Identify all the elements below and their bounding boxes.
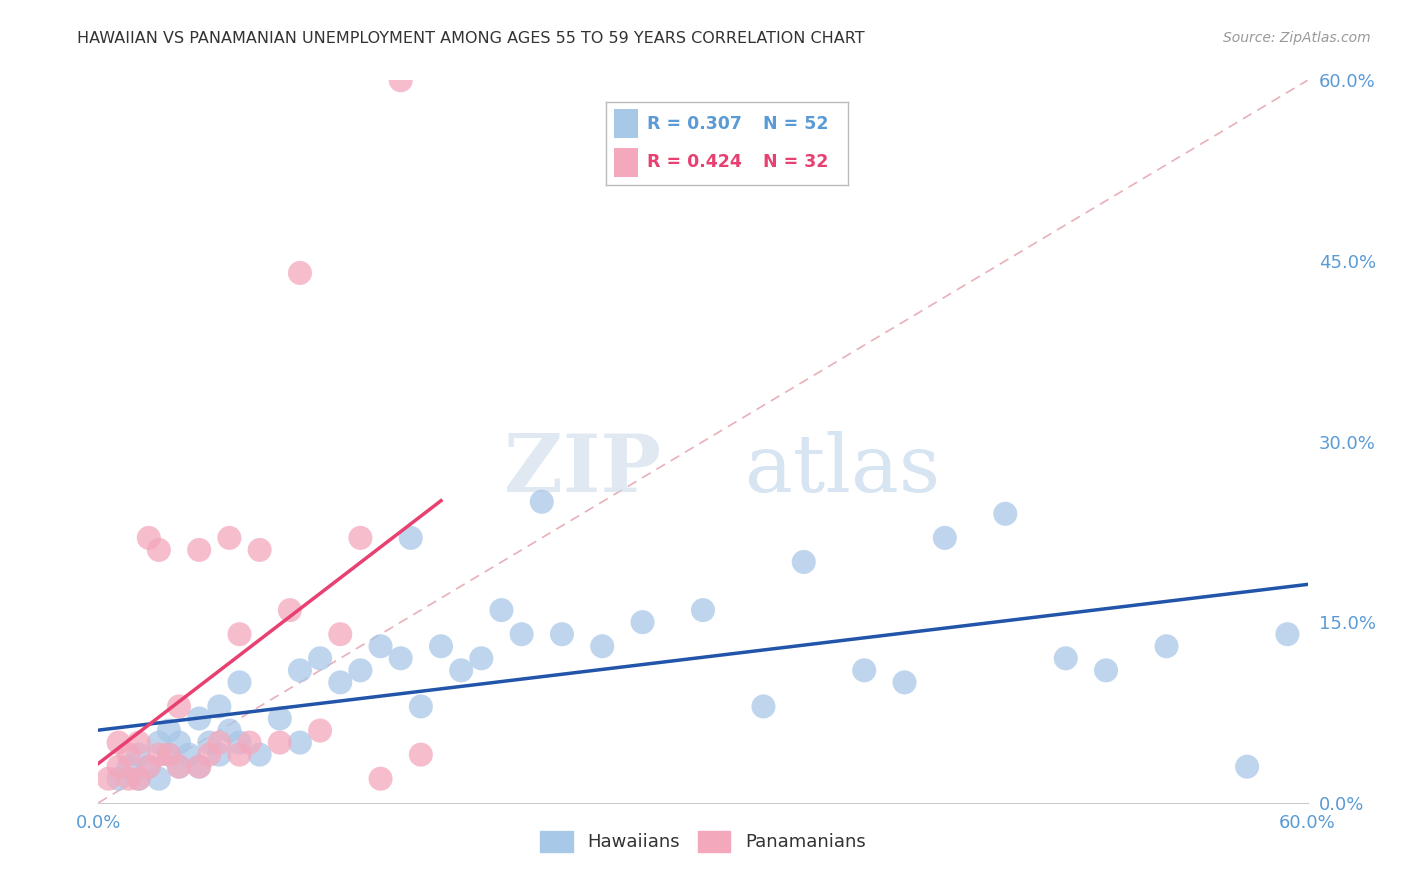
Point bbox=[249, 542, 271, 557]
Point bbox=[370, 639, 392, 653]
Point bbox=[118, 760, 141, 774]
Point bbox=[631, 615, 654, 630]
Point bbox=[470, 651, 492, 665]
Point bbox=[107, 772, 129, 786]
Point bbox=[148, 735, 170, 749]
Point bbox=[167, 735, 190, 749]
Point bbox=[157, 747, 180, 762]
Point bbox=[1156, 639, 1178, 653]
Point bbox=[107, 760, 129, 774]
Point bbox=[934, 531, 956, 545]
Point bbox=[853, 664, 876, 678]
Point bbox=[309, 651, 332, 665]
Point bbox=[278, 603, 301, 617]
Text: atlas: atlas bbox=[745, 432, 941, 509]
Point bbox=[228, 627, 250, 641]
Point bbox=[228, 747, 250, 762]
Point bbox=[208, 747, 231, 762]
Point bbox=[148, 772, 170, 786]
Point bbox=[409, 747, 432, 762]
Point bbox=[399, 531, 422, 545]
Point bbox=[128, 747, 150, 762]
Text: HAWAIIAN VS PANAMANIAN UNEMPLOYMENT AMONG AGES 55 TO 59 YEARS CORRELATION CHART: HAWAIIAN VS PANAMANIAN UNEMPLOYMENT AMON… bbox=[77, 31, 865, 46]
Point bbox=[228, 735, 250, 749]
Point bbox=[157, 747, 180, 762]
Point bbox=[138, 760, 160, 774]
Point bbox=[288, 266, 311, 280]
Point bbox=[1095, 664, 1118, 678]
Point bbox=[692, 603, 714, 617]
Point bbox=[491, 603, 513, 617]
Point bbox=[389, 651, 412, 665]
Point bbox=[138, 531, 160, 545]
Point bbox=[450, 664, 472, 678]
Point bbox=[430, 639, 453, 653]
Point bbox=[128, 772, 150, 786]
Point bbox=[218, 531, 240, 545]
Point bbox=[510, 627, 533, 641]
Point bbox=[309, 723, 332, 738]
Point bbox=[118, 747, 141, 762]
Point bbox=[1277, 627, 1299, 641]
Text: ZIP: ZIP bbox=[503, 432, 661, 509]
Point bbox=[288, 735, 311, 749]
Point bbox=[118, 772, 141, 786]
Point bbox=[239, 735, 262, 749]
Point bbox=[329, 627, 352, 641]
Point bbox=[329, 675, 352, 690]
Point bbox=[208, 699, 231, 714]
Point bbox=[1236, 760, 1258, 774]
Point bbox=[752, 699, 775, 714]
Point bbox=[107, 735, 129, 749]
Point bbox=[249, 747, 271, 762]
Point bbox=[893, 675, 915, 690]
Point bbox=[198, 735, 221, 749]
Point bbox=[188, 712, 211, 726]
Point bbox=[530, 494, 553, 508]
Point bbox=[994, 507, 1017, 521]
Point bbox=[269, 735, 291, 749]
Point bbox=[188, 542, 211, 557]
Point bbox=[793, 555, 815, 569]
Point bbox=[188, 760, 211, 774]
Point bbox=[349, 531, 371, 545]
Point bbox=[179, 747, 201, 762]
Point bbox=[269, 712, 291, 726]
Point bbox=[1054, 651, 1077, 665]
Point bbox=[349, 664, 371, 678]
Point bbox=[97, 772, 120, 786]
Point bbox=[167, 760, 190, 774]
Point bbox=[167, 699, 190, 714]
Legend: Hawaiians, Panamanians: Hawaiians, Panamanians bbox=[533, 823, 873, 859]
Point bbox=[370, 772, 392, 786]
Point bbox=[128, 735, 150, 749]
Point bbox=[288, 664, 311, 678]
Point bbox=[128, 772, 150, 786]
Point bbox=[389, 73, 412, 87]
Text: Source: ZipAtlas.com: Source: ZipAtlas.com bbox=[1223, 31, 1371, 45]
Point bbox=[208, 735, 231, 749]
Point bbox=[591, 639, 613, 653]
Point bbox=[409, 699, 432, 714]
Point bbox=[228, 675, 250, 690]
Point bbox=[198, 747, 221, 762]
Point bbox=[148, 747, 170, 762]
Point bbox=[167, 760, 190, 774]
Point bbox=[138, 760, 160, 774]
Point bbox=[551, 627, 574, 641]
Point bbox=[218, 723, 240, 738]
Point bbox=[188, 760, 211, 774]
Point bbox=[157, 723, 180, 738]
Point bbox=[148, 542, 170, 557]
